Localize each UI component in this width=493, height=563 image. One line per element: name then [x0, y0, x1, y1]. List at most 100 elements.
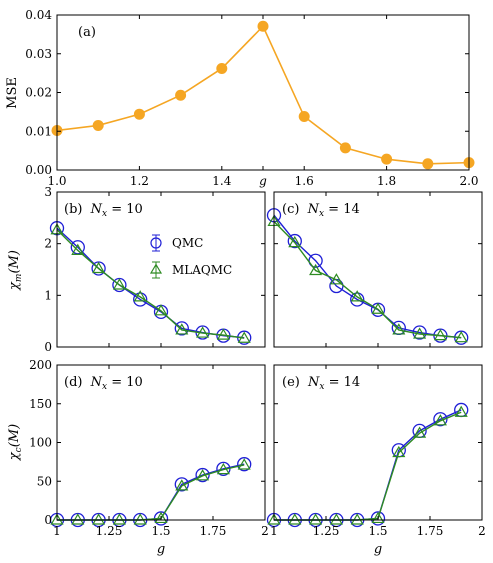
panel-e-yticks — [274, 364, 482, 521]
panel-b-mlaqmc-point — [175, 323, 189, 335]
panel-b-ytick-label: 3 — [44, 185, 52, 199]
panel-a-xticks: 1.0 1.2 1.4 g 1.6 1.8 2.0 — [47, 15, 479, 188]
panel-c-qmc-point — [350, 292, 365, 307]
panel-a-point — [381, 153, 393, 165]
panel-e-mlaqmc-point — [433, 414, 447, 426]
panel-c-series-mlaqmc-line — [273, 220, 462, 339]
panel-d-xtick-label: 1.5 — [151, 524, 170, 538]
panel-e-mlaqmc-point — [309, 513, 323, 525]
panel-c-nx-value: = 14 — [324, 202, 360, 217]
panel-e-mlaqmc-point — [267, 513, 281, 525]
panel-b-nx: N — [90, 202, 103, 217]
panel-b-ytick-label: 1 — [44, 288, 52, 302]
panel-b-mlaqmc-point — [154, 304, 168, 316]
panel-d-series-qmc-line — [57, 463, 245, 521]
panel-d-mlaqmc-point — [133, 513, 147, 525]
panel-c-label-text: (c) — [282, 202, 299, 217]
panel-c-mlaqmc-point — [309, 263, 323, 276]
panel-b-marks — [49, 221, 252, 345]
panel-c-mlaqmc-point — [288, 235, 302, 248]
panel-c-mlaqmc-point — [350, 290, 364, 302]
panel-d-frame — [56, 364, 266, 521]
panel-b-mlaqmc-point — [112, 278, 126, 290]
panel-a-xtick-label: g — [259, 174, 267, 188]
panel-b-mlaqmc-point — [133, 290, 147, 302]
panel-b-ylabel-arg: (M) — [7, 250, 22, 273]
panel-d-mlaqmc-point — [154, 511, 168, 524]
panel-b-ylabel-sub: m — [14, 274, 24, 283]
panel-d-xlabel: g — [157, 542, 165, 557]
legend-qmc-label: QMC — [172, 236, 203, 250]
panel-d-ylabel: χc(M) — [7, 424, 24, 461]
panel-e-series-qmc-line — [274, 409, 462, 521]
panel-d-xtick-label: 1 — [53, 524, 61, 538]
panel-e-xtick-label: 1.75 — [417, 524, 444, 538]
panel-e-marks — [266, 402, 469, 528]
panel-e-nx: N — [307, 375, 320, 390]
panel-a-xtick-label: 2.0 — [459, 174, 478, 188]
panel-e-qmc-point — [433, 412, 448, 427]
panel-e-xtick-label: 1.25 — [313, 524, 340, 538]
panel-c-mlaqmc-point — [371, 302, 385, 314]
panel-b-label-text: (b) — [64, 202, 82, 217]
panel-d-ytick-label: 0 — [44, 513, 52, 527]
panel-b-series-qmc-line — [56, 227, 245, 339]
panel-b-mlaqmc-point — [237, 331, 251, 343]
panel-d-ytick-label: 50 — [37, 474, 52, 488]
panel-e-xticks: 1 1.25 1.5 1.75 2 — [270, 365, 486, 538]
panel-e-mlaqmc-point — [454, 405, 468, 417]
panel-d-ylabel-chi: χ — [7, 451, 22, 461]
panel-c-mlaqmc-point — [392, 323, 406, 335]
panel-d-ytick-label: 100 — [29, 436, 52, 450]
panel-e-nx-sub: x — [319, 382, 324, 392]
panel-a-xtick-label: 1.0 — [47, 174, 66, 188]
panel-a-ytick-label: 0.04 — [25, 8, 52, 22]
panel-d-ylabel-arg: (M) — [7, 424, 22, 447]
panel-c-yticks — [274, 191, 482, 348]
panel-b-mlaqmc-point — [216, 328, 230, 340]
panel-e-xtick-label: 2 — [478, 524, 486, 538]
panel-e-mlaqmc-point — [288, 513, 302, 525]
panel-e-xlabel: g — [374, 542, 382, 557]
panel-d-xtick-label: 1.25 — [96, 524, 123, 538]
panel-b-qmc-point — [133, 292, 148, 307]
panel-d-ytick-label: 200 — [29, 358, 52, 372]
panel-a-xtick-label: 1.6 — [295, 174, 314, 188]
panel-d-yticks: 0 50 100 150 200 — [29, 358, 265, 527]
panel-d-xtick-label: 2 — [261, 524, 269, 538]
panel-b-mlaqmc-point — [71, 243, 85, 255]
panel-d-ytick-label: 150 — [29, 397, 52, 411]
panel-d-mlaqmc-point — [50, 513, 64, 525]
legend-mlaqmc-label: MLAQMC — [172, 263, 232, 277]
panel-e-nx-value: = 14 — [324, 375, 360, 390]
legend-qmc-marker — [150, 234, 162, 252]
panel-e-label: (e) Nx = 14 — [282, 375, 360, 392]
panel-d-label-text: (d) — [64, 375, 82, 390]
panel-c-nx-sub: x — [319, 209, 324, 219]
panel-b-series-mlaqmc-line — [56, 229, 245, 339]
panel-d-qmc-point — [174, 477, 189, 492]
panel-e-mlaqmc-point — [350, 513, 364, 525]
panel-d-nx: N — [90, 375, 103, 390]
panel-b-frame — [56, 191, 266, 348]
panel-d-marks — [49, 457, 252, 528]
panel-c-frame — [273, 191, 483, 348]
panel-a-ytick-label: 0.03 — [25, 47, 52, 61]
panel-c-mlaqmc-point — [329, 273, 343, 285]
panel-a-point — [133, 108, 145, 120]
panel-b-mlaqmc-point — [92, 261, 106, 274]
panel-a-xtick-label: 1.2 — [130, 174, 149, 188]
panel-b-label: (b) Nx = 10 — [64, 202, 143, 219]
panel-c-series-qmc-line — [273, 214, 462, 339]
panel-b-nx-sub: x — [102, 209, 107, 219]
panel-d-ylabel-sub: c — [14, 447, 24, 452]
panel-a-xtick-label: 1.8 — [377, 174, 396, 188]
panel-a-marks — [51, 20, 475, 170]
panel-a-frame — [56, 14, 470, 171]
panel-b-xticks — [56, 192, 266, 347]
panel-c-qmc-point — [287, 233, 302, 249]
panel-a-ylabel: MSE — [5, 77, 20, 109]
panel-e-label-text: (e) — [282, 375, 300, 390]
panel-d-qmc-point — [195, 467, 210, 483]
